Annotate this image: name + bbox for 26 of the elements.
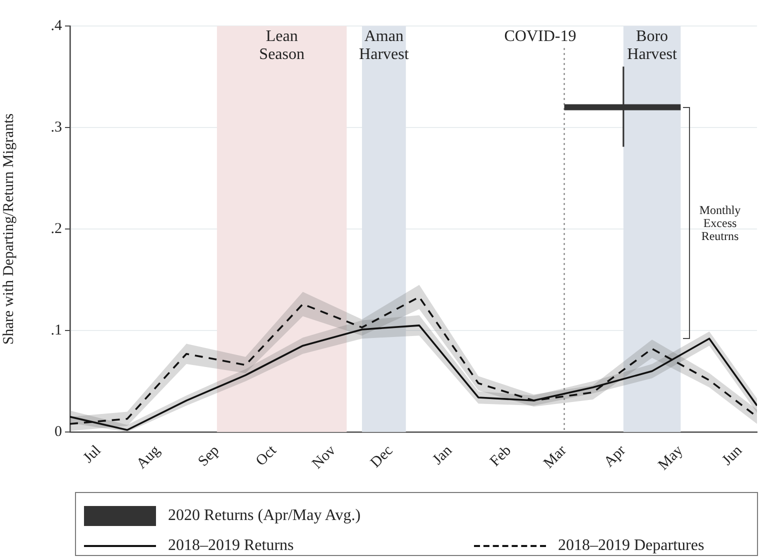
x-tick-label: Jul — [80, 442, 104, 466]
x-tick-label: May — [656, 442, 687, 474]
x-tick-label: Dec — [368, 442, 396, 472]
legend-label: 2018–2019 Departures — [558, 537, 704, 555]
ref-line-label: COVID-19 — [504, 28, 576, 46]
x-tick-label: Oct — [253, 442, 280, 470]
x-tick-label: Jun — [719, 442, 746, 469]
y-tick-label: .3 — [50, 119, 62, 136]
band-label: Boro Harvest — [627, 28, 678, 64]
x-tick-label: Mar — [540, 442, 570, 472]
y-tick-label: .4 — [50, 18, 62, 34]
y-axis-title: Share with Departing/Return Migrants — [0, 113, 17, 345]
legend-label: 2020 Returns (Apr/May Avg.) — [168, 507, 361, 525]
x-tick-label: Sep — [195, 442, 223, 470]
x-tick-label: Aug — [134, 442, 164, 472]
y-tick-label: 0 — [54, 424, 62, 440]
band-label: Aman Harvest — [359, 28, 410, 64]
y-tick-label: .2 — [50, 220, 62, 237]
x-tick-label: Apr — [601, 442, 630, 470]
annotation: Monthly Excess Reutrns — [699, 203, 741, 244]
legend-label: 2018–2019 Returns — [168, 537, 294, 555]
x-tick-label: Nov — [309, 442, 340, 472]
x-tick-label: Feb — [487, 442, 515, 470]
x-tick-label: Jan — [430, 442, 456, 468]
band-label: Lean Season — [259, 28, 304, 64]
y-tick-label: .1 — [50, 322, 62, 338]
